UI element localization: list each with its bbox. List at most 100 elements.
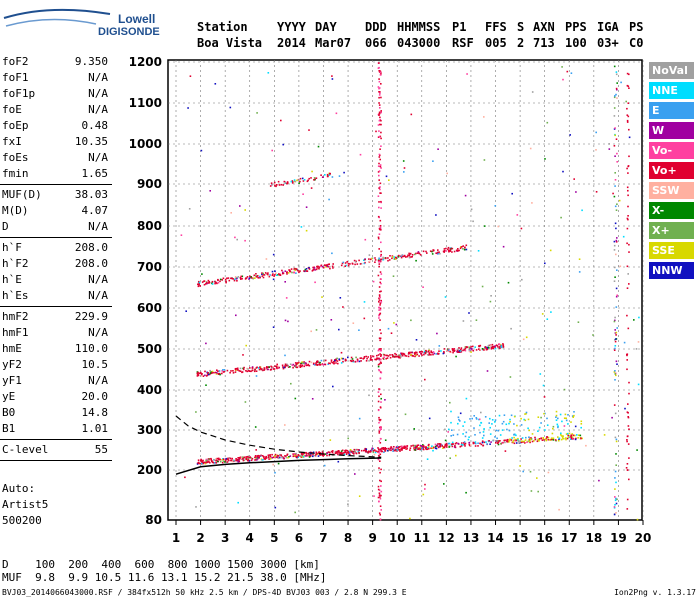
param-value: N/A	[88, 151, 108, 164]
echo-point	[340, 362, 343, 364]
interference-point	[378, 94, 381, 96]
echo-point	[394, 352, 396, 355]
echo-point	[387, 447, 390, 450]
noise-point	[237, 501, 239, 504]
interference-point	[628, 478, 630, 481]
noise-point	[595, 149, 597, 151]
noise-point	[461, 444, 464, 446]
y-tick-label: 200	[137, 463, 162, 477]
noise-point	[637, 341, 640, 343]
echo-point	[199, 462, 201, 465]
echo-point	[298, 454, 300, 457]
interference-point	[379, 377, 382, 379]
echo-point	[557, 417, 559, 420]
echo-point	[208, 281, 211, 284]
echo-point	[374, 358, 376, 361]
echo-point	[414, 353, 416, 355]
echo-point	[490, 344, 492, 347]
echo-point	[296, 179, 298, 182]
echo-point	[534, 438, 537, 441]
note-line: Auto:	[2, 482, 36, 495]
echo-point	[565, 417, 567, 420]
echo-point	[258, 368, 261, 371]
noise-point	[436, 332, 438, 335]
noise-point	[432, 160, 434, 162]
interference-point	[378, 286, 381, 288]
interference-point	[615, 71, 618, 73]
echo-point	[538, 426, 541, 429]
echo-point	[286, 182, 288, 185]
echo-point	[443, 249, 446, 252]
echo-point	[358, 451, 360, 454]
echo-point	[537, 430, 539, 432]
echo-point	[246, 367, 248, 370]
noise-point	[284, 319, 287, 322]
interference-point	[627, 215, 629, 217]
interference-point	[613, 349, 616, 351]
echo-point	[468, 443, 471, 446]
echo-point	[382, 448, 384, 450]
noise-point	[354, 473, 356, 475]
echo-point	[323, 360, 326, 363]
echo-point	[558, 437, 561, 440]
echo-point	[238, 456, 241, 459]
echo-point	[574, 438, 577, 441]
noise-point	[637, 383, 640, 386]
echo-point	[421, 447, 423, 450]
interference-point	[614, 95, 616, 97]
noise-point	[447, 431, 449, 433]
echo-point	[420, 350, 423, 353]
echo-point	[425, 446, 427, 448]
echo-point	[484, 346, 487, 348]
echo-point	[462, 245, 464, 247]
echo-point	[301, 361, 303, 363]
echo-point	[340, 264, 343, 267]
interference-point	[379, 228, 381, 231]
echo-point	[208, 458, 211, 461]
echo-point	[435, 252, 437, 254]
interference-point	[615, 438, 618, 441]
param-row: yE 20.0	[0, 389, 112, 405]
param-value: N/A	[88, 71, 108, 84]
echo-point	[348, 453, 350, 455]
header-value-4: 043000	[397, 36, 441, 50]
echo-point	[308, 455, 310, 457]
echo-point	[462, 349, 464, 352]
echo-point	[410, 354, 412, 356]
echo-point	[283, 457, 285, 460]
echo-point	[446, 446, 448, 448]
interference-point	[615, 306, 618, 308]
echo-point	[497, 443, 500, 446]
interference-point	[378, 96, 380, 99]
echo-point	[384, 448, 386, 451]
echo-point	[357, 449, 360, 451]
noise-point	[542, 384, 545, 387]
echo-point	[308, 364, 311, 367]
echo-point	[374, 261, 376, 263]
echo-point	[437, 443, 439, 445]
echo-point	[395, 258, 397, 260]
interference-point	[616, 327, 618, 329]
echo-point	[402, 255, 405, 258]
echo-point	[313, 454, 316, 457]
interference-point	[614, 222, 617, 225]
echo-point	[306, 180, 309, 183]
echo-point	[221, 370, 223, 372]
echo-point	[447, 349, 450, 351]
noise-point	[255, 375, 258, 377]
param-separator	[0, 237, 112, 238]
echo-point	[401, 255, 404, 258]
echo-point	[459, 445, 462, 448]
echo-point	[387, 355, 390, 357]
noise-point	[338, 328, 340, 331]
echo-point	[209, 372, 212, 374]
interference-point	[378, 512, 381, 514]
interference-point	[378, 156, 381, 158]
echo-point	[457, 350, 459, 353]
echo-point	[390, 449, 392, 452]
echo-point	[450, 435, 452, 437]
echo-point	[385, 357, 387, 360]
echo-point	[481, 348, 484, 350]
interference-point	[628, 392, 630, 395]
echo-point	[545, 438, 547, 441]
